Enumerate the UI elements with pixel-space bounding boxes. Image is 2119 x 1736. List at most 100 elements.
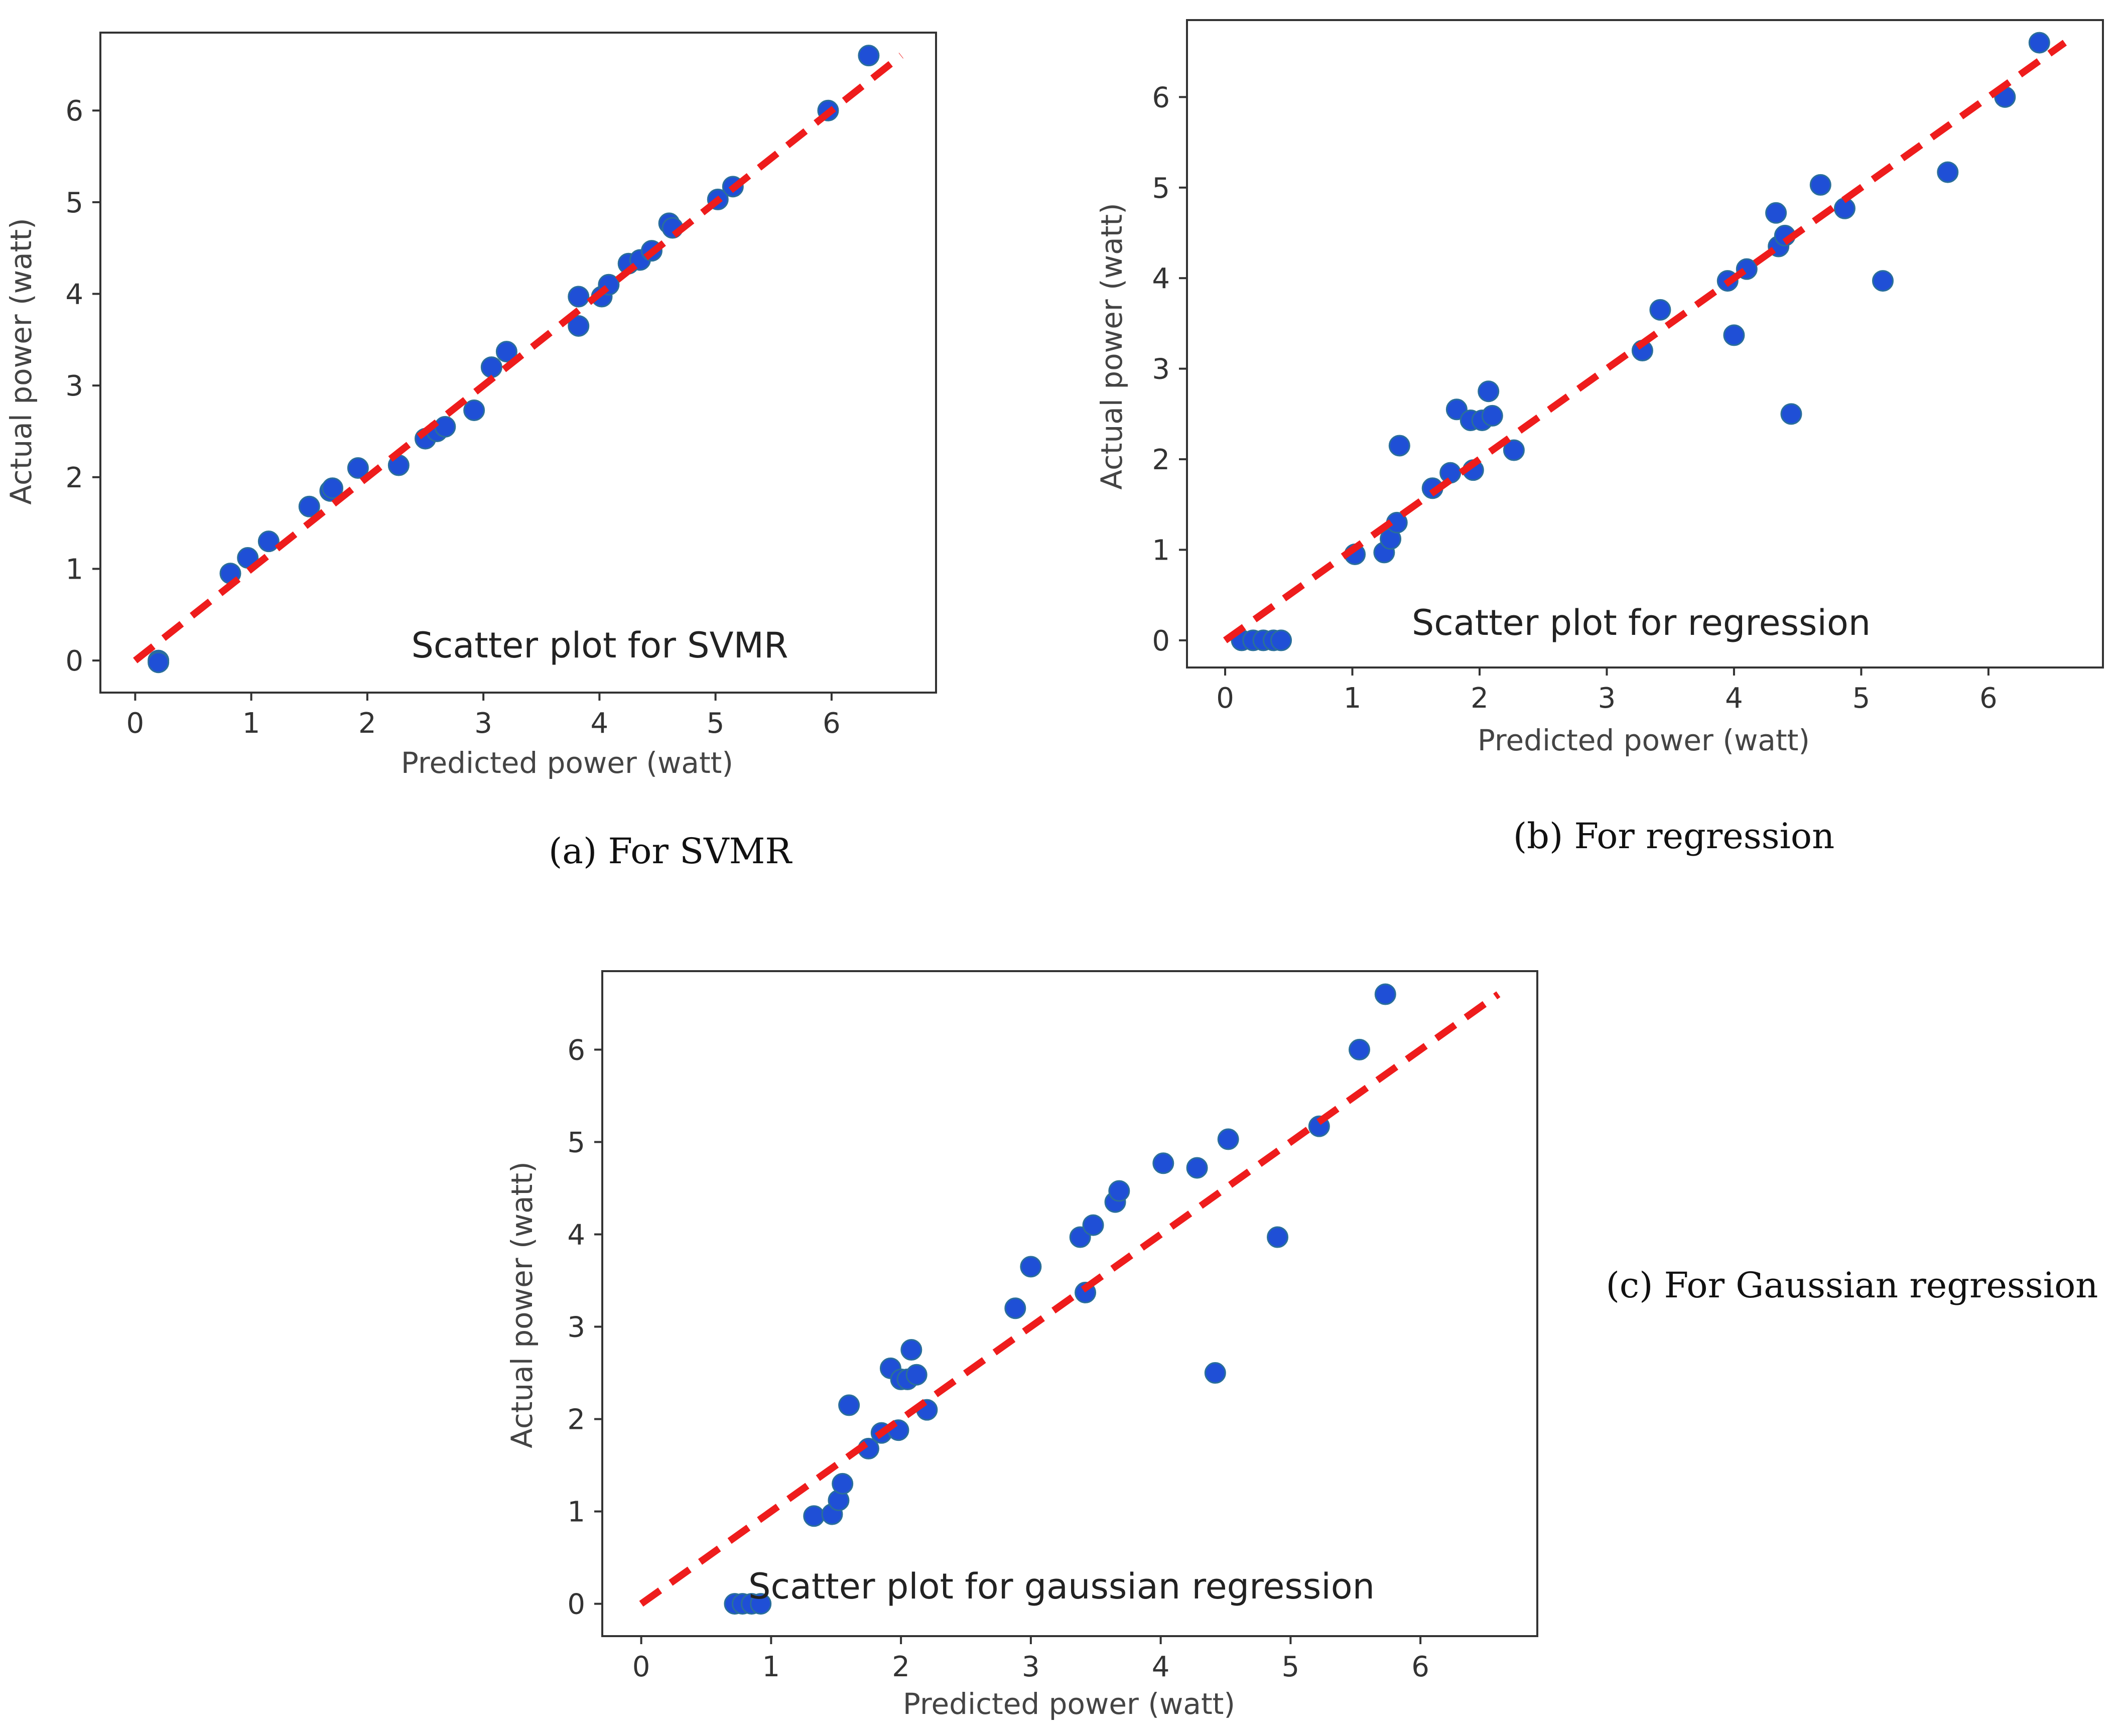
y-tick-label: 5 [1152, 172, 1170, 205]
y-tick-label: 2 [1152, 444, 1170, 476]
x-tick-label: 0 [632, 1651, 650, 1683]
y-tick-label: 1 [567, 1496, 585, 1529]
y-tick-label: 4 [1152, 262, 1170, 295]
data-point [905, 1364, 928, 1386]
figure-caption: (b) For regression [1513, 816, 1834, 857]
y-tick-label: 0 [1152, 625, 1170, 657]
y-tick-label: 3 [1152, 353, 1170, 386]
data-point [1388, 435, 1410, 457]
y-tick-label: 2 [65, 462, 83, 494]
data-point [1186, 1157, 1208, 1179]
y-tick-label: 0 [567, 1588, 585, 1621]
data-point [838, 1394, 860, 1416]
plot-frame [601, 970, 1538, 1637]
y-tick-label: 2 [567, 1404, 585, 1436]
y-axis-label: Actual power (watt) [4, 218, 38, 505]
x-tick-label: 3 [474, 707, 492, 740]
data-point [1503, 439, 1525, 461]
y-tick-label: 3 [567, 1311, 585, 1344]
data-point [1809, 174, 1831, 196]
data-point [1270, 629, 1292, 651]
data-point [568, 286, 590, 308]
y-tick-label: 5 [567, 1126, 585, 1159]
data-point [1374, 983, 1396, 1005]
x-tick-label: 5 [707, 707, 725, 740]
reference-line [133, 53, 903, 663]
chart-panel-1: 0 1 2 3 4 5 6 0 1 2 3 4 5 6 Predicted power (watt) Actu… [1095, 19, 2104, 857]
x-tick-label: 6 [823, 707, 841, 740]
x-tick-label: 4 [1725, 682, 1743, 715]
x-tick-label: 4 [591, 707, 609, 740]
data-point [1108, 1180, 1130, 1202]
data-point [1439, 462, 1462, 484]
data-point [257, 530, 280, 553]
data-point [1217, 1128, 1239, 1150]
figure-caption: (c) For Gaussian regression [1606, 1265, 2098, 1306]
x-tick-label: 6 [1411, 1651, 1429, 1683]
reference-line [639, 991, 1501, 1607]
y-tick-label: 6 [567, 1034, 585, 1066]
y-tick-label: 6 [1152, 81, 1170, 114]
data-point [1872, 270, 1894, 292]
x-tick-label: 0 [1216, 682, 1234, 715]
plot-annotation: Scatter plot for SVMR [411, 625, 788, 666]
y-axis-label: Actual power (watt) [505, 1161, 539, 1448]
x-tick-label: 1 [1344, 682, 1362, 715]
x-tick-label: 4 [1152, 1651, 1170, 1683]
plot-annotation: Scatter plot for regression [1412, 602, 1871, 643]
data-point [1267, 1226, 1288, 1248]
x-tick-label: 2 [358, 707, 376, 740]
y-tick-label: 6 [65, 95, 83, 127]
data-point [1649, 299, 1671, 321]
data-point [347, 457, 369, 479]
x-tick-label: 3 [1022, 1651, 1040, 1683]
y-tick-label: 1 [1152, 534, 1170, 567]
data-point [1349, 1038, 1371, 1060]
data-point [1765, 202, 1787, 224]
data-point [463, 399, 485, 421]
x-axis-label: Predicted power (watt) [401, 746, 733, 780]
y-tick-label: 5 [65, 187, 83, 219]
x-tick-label: 2 [1471, 682, 1489, 715]
x-tick-label: 5 [1282, 1651, 1300, 1683]
data-point [1478, 380, 1500, 403]
figure-caption: (a) For SVMR [549, 831, 792, 872]
data-point [480, 356, 502, 378]
y-tick-label: 0 [65, 645, 83, 678]
data-point [298, 495, 320, 517]
y-axis-label: Actual power (watt) [1095, 203, 1129, 490]
data-point [1723, 324, 1745, 346]
x-tick-label: 1 [762, 1651, 780, 1683]
data-point [1204, 1362, 1226, 1384]
plot-annotation: Scatter plot for gaussian regression [748, 1566, 1375, 1607]
data-point [1082, 1214, 1104, 1236]
plot-frame [99, 32, 937, 694]
x-tick-label: 1 [242, 707, 260, 740]
y-tick-label: 3 [65, 370, 83, 403]
y-tick-label: 4 [65, 279, 83, 311]
x-axis-label: Predicted power (watt) [903, 1687, 1235, 1721]
y-tick-label: 1 [65, 553, 83, 586]
data-point [148, 651, 170, 674]
data-point [1937, 161, 1959, 183]
data-point [322, 477, 343, 499]
data-point [900, 1339, 922, 1361]
data-point [1152, 1152, 1174, 1174]
data-point [832, 1473, 854, 1495]
reference-line [1223, 40, 2067, 643]
x-tick-label: 5 [1852, 682, 1871, 715]
data-point [2028, 32, 2050, 54]
data-point [1780, 403, 1802, 425]
data-point [1020, 1256, 1042, 1278]
data-point [1481, 405, 1503, 427]
data-point [495, 341, 517, 363]
x-tick-label: 0 [126, 707, 145, 740]
x-tick-label: 3 [1598, 682, 1616, 715]
data-point [1004, 1297, 1026, 1319]
x-tick-label: 2 [892, 1651, 910, 1683]
data-point [434, 416, 456, 438]
data-point [858, 45, 880, 67]
chart-panel-2: 0 1 2 3 4 5 6 0 1 2 3 4 5 6 Predicted power (watt) Actu… [505, 970, 2098, 1721]
x-axis-label: Predicted power (watt) [1478, 723, 1810, 757]
